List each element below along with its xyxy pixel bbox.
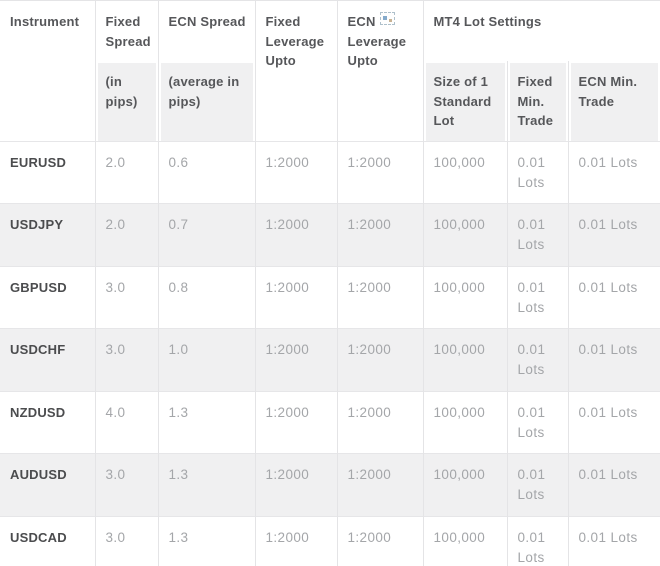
cell-standard-lot: 100,000 (423, 140, 508, 204)
cell-fixed-spread: 3.0 (95, 515, 159, 566)
cell-ecn-min: 0.01 Lots (568, 140, 660, 204)
col-header-instrument: Instrument (0, 0, 96, 141)
cell-standard-lot: 100,000 (423, 453, 508, 516)
cell-instrument: USDCHF (0, 328, 96, 391)
cell-fixed-spread: 3.0 (95, 265, 159, 329)
cell-fixed-leverage: 1:2000 (255, 390, 338, 454)
cell-standard-lot: 100,000 (423, 203, 508, 266)
cell-fixed-spread: 3.0 (95, 453, 159, 516)
cell-fixed-spread: 2.0 (95, 203, 159, 266)
cell-ecn-min: 0.01 Lots (568, 203, 660, 266)
cell-instrument: GBPUSD (0, 265, 96, 329)
table-row: USDCAD 3.0 1.3 1:2000 1:2000 100,000 0.0… (0, 515, 660, 566)
cell-ecn-spread: 0.8 (158, 265, 256, 329)
cell-ecn-leverage: 1:2000 (337, 390, 424, 454)
cell-standard-lot: 100,000 (423, 265, 508, 329)
cell-instrument: NZDUSD (0, 390, 96, 454)
cell-ecn-min: 0.01 Lots (568, 453, 660, 516)
cell-ecn-leverage: 1:2000 (337, 515, 424, 566)
cell-fixed-leverage: 1:2000 (255, 328, 338, 391)
cell-ecn-min: 0.01 Lots (568, 265, 660, 329)
cell-fixed-min: 0.01 Lots (507, 328, 569, 391)
cell-ecn-leverage: 1:2000 (337, 203, 424, 266)
cell-fixed-leverage: 1:2000 (255, 203, 338, 266)
subheader-standard-lot: Size of 1 Standard Lot (423, 61, 508, 141)
table-row: GBPUSD 3.0 0.8 1:2000 1:2000 100,000 0.0… (0, 265, 660, 329)
cell-fixed-leverage: 1:2000 (255, 265, 338, 329)
cell-ecn-spread: 1.3 (158, 515, 256, 566)
cell-ecn-spread: 0.6 (158, 140, 256, 204)
cell-fixed-min: 0.01 Lots (507, 390, 569, 454)
cell-ecn-min: 0.01 Lots (568, 515, 660, 566)
subheader-average-in-pips: (average in pips) (158, 61, 256, 141)
cell-fixed-leverage: 1:2000 (255, 515, 338, 566)
subheader-in-pips: (in pips) (95, 61, 159, 141)
cell-ecn-min: 0.01 Lots (568, 328, 660, 391)
cell-ecn-spread: 1.0 (158, 328, 256, 391)
cell-ecn-leverage: 1:2000 (337, 328, 424, 391)
cell-ecn-spread: 1.3 (158, 453, 256, 516)
table-body: EURUSD 2.0 0.6 1:2000 1:2000 100,000 0.0… (0, 140, 660, 566)
ecn-leverage-suffix: Leverage Upto (347, 33, 407, 69)
table-row: EURUSD 2.0 0.6 1:2000 1:2000 100,000 0.0… (0, 140, 660, 204)
cell-ecn-leverage: 1:2000 (337, 453, 424, 516)
cell-ecn-spread: 1.3 (158, 390, 256, 454)
subheader-ecn-min-trade: ECN Min. Trade (568, 61, 660, 141)
cell-instrument: EURUSD (0, 140, 96, 204)
table-row: AUDUSD 3.0 1.3 1:2000 1:2000 100,000 0.0… (0, 453, 660, 516)
cell-fixed-spread: 3.0 (95, 328, 159, 391)
cell-ecn-min: 0.01 Lots (568, 390, 660, 454)
broken-image-icon (379, 12, 395, 25)
col-header-fixed-spread: Fixed Spread (95, 0, 159, 61)
cell-instrument: USDCAD (0, 515, 96, 566)
cell-ecn-spread: 0.7 (158, 203, 256, 266)
header-row-sub: (in pips) (average in pips) Size of 1 St… (0, 61, 660, 141)
cell-fixed-leverage: 1:2000 (255, 140, 338, 204)
cell-fixed-min: 0.01 Lots (507, 203, 569, 266)
col-header-ecn-leverage: ECN Leverage Upto (337, 0, 424, 141)
cell-fixed-min: 0.01 Lots (507, 140, 569, 204)
table-header: Instrument Fixed Spread ECN Spread Fixed… (0, 0, 660, 141)
table-row: USDJPY 2.0 0.7 1:2000 1:2000 100,000 0.0… (0, 203, 660, 266)
table-row: NZDUSD 4.0 1.3 1:2000 1:2000 100,000 0.0… (0, 390, 660, 454)
cell-fixed-spread: 2.0 (95, 140, 159, 204)
cell-standard-lot: 100,000 (423, 328, 508, 391)
col-header-fixed-leverage: Fixed Leverage Upto (255, 0, 338, 141)
col-header-ecn-spread: ECN Spread (158, 0, 256, 61)
table-row: USDCHF 3.0 1.0 1:2000 1:2000 100,000 0.0… (0, 328, 660, 391)
cell-standard-lot: 100,000 (423, 390, 508, 454)
cell-fixed-min: 0.01 Lots (507, 453, 569, 516)
cell-instrument: AUDUSD (0, 453, 96, 516)
col-header-mt4-lot-settings: MT4 Lot Settings (423, 0, 660, 61)
cell-standard-lot: 100,000 (423, 515, 508, 566)
cell-fixed-min: 0.01 Lots (507, 515, 569, 566)
cell-ecn-leverage: 1:2000 (337, 140, 424, 204)
cell-instrument: USDJPY (0, 203, 96, 266)
cell-fixed-leverage: 1:2000 (255, 453, 338, 516)
ecn-leverage-prefix: ECN (347, 14, 376, 29)
cell-fixed-min: 0.01 Lots (507, 265, 569, 329)
subheader-fixed-min-trade: Fixed Min. Trade (507, 61, 569, 141)
cell-ecn-leverage: 1:2000 (337, 265, 424, 329)
cell-fixed-spread: 4.0 (95, 390, 159, 454)
header-row-main: Instrument Fixed Spread ECN Spread Fixed… (0, 0, 660, 141)
